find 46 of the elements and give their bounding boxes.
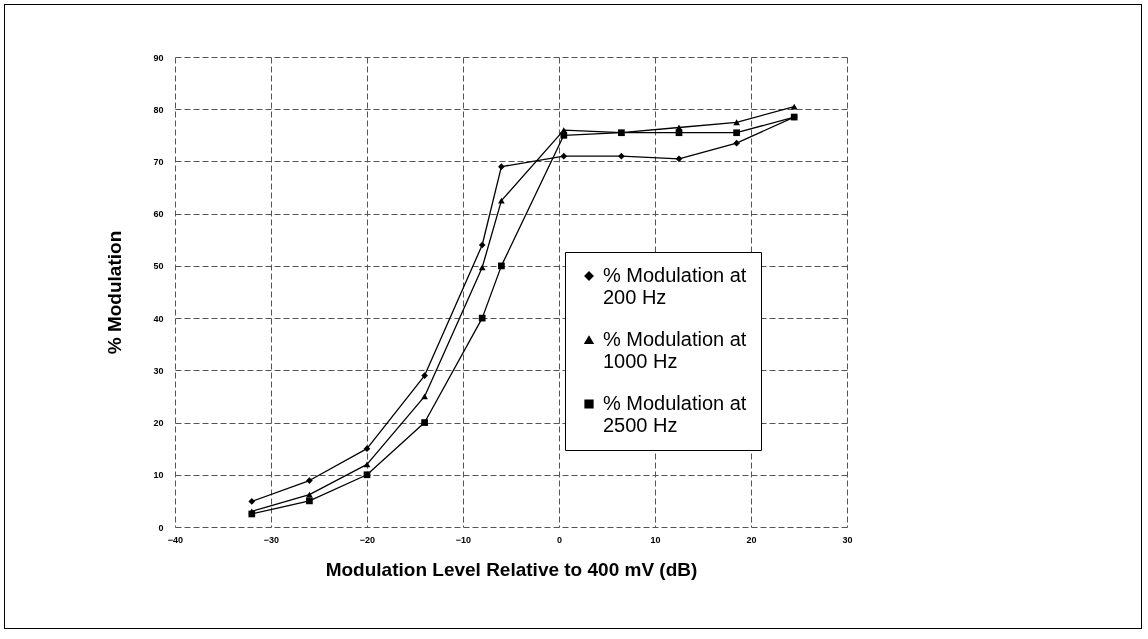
- x-tick-label: 10: [650, 534, 661, 545]
- point: [675, 155, 683, 163]
- y-tick-label: 80: [153, 104, 164, 115]
- y-tick-label: 40: [153, 313, 164, 324]
- x-tick-label: 20: [746, 534, 757, 545]
- point: [306, 497, 313, 505]
- point: [363, 471, 371, 479]
- point: [363, 445, 371, 453]
- point: [560, 152, 568, 160]
- legend-label: % Modulation at 1000 Hz: [603, 328, 747, 372]
- x-tick-label: −10: [455, 534, 472, 545]
- point: [478, 241, 486, 249]
- point: [306, 477, 313, 484]
- y-axis-title: % Modulation: [104, 230, 126, 355]
- x-tick-label: 0: [556, 534, 563, 545]
- point: [498, 197, 505, 204]
- point: [498, 163, 505, 171]
- point: [478, 314, 486, 322]
- point: [560, 131, 568, 139]
- point: [421, 419, 428, 426]
- x-axis-title: Modulation Level Relative to 400 mV (dB): [325, 558, 698, 580]
- point: [733, 119, 740, 126]
- x-tick-label: −30: [263, 534, 280, 545]
- y-tick-label: 60: [153, 209, 164, 220]
- y-tick-label: 20: [153, 418, 164, 429]
- point: [675, 129, 683, 137]
- y-tick-label: 90: [153, 52, 164, 63]
- y-tick-label: 70: [153, 156, 164, 167]
- point: [421, 372, 428, 379]
- point: [733, 129, 740, 137]
- point: [248, 498, 256, 505]
- y-tick-label: 0: [158, 522, 164, 533]
- y-tick-label: 50: [153, 261, 164, 272]
- legend-label: % Modulation at 2500 Hz: [603, 392, 747, 436]
- point: [733, 139, 740, 147]
- point: [618, 152, 625, 160]
- x-tick-label: 30: [842, 534, 853, 545]
- legend-label: % Modulation at 200 Hz: [603, 264, 747, 308]
- y-tick-label: 30: [153, 365, 164, 376]
- point: [790, 103, 798, 110]
- point: [363, 461, 371, 468]
- point: [306, 491, 313, 498]
- x-tick-label: −40: [167, 534, 184, 545]
- point: [498, 262, 505, 270]
- x-tick-label: −20: [359, 534, 376, 545]
- y-tick-label: 10: [153, 470, 164, 481]
